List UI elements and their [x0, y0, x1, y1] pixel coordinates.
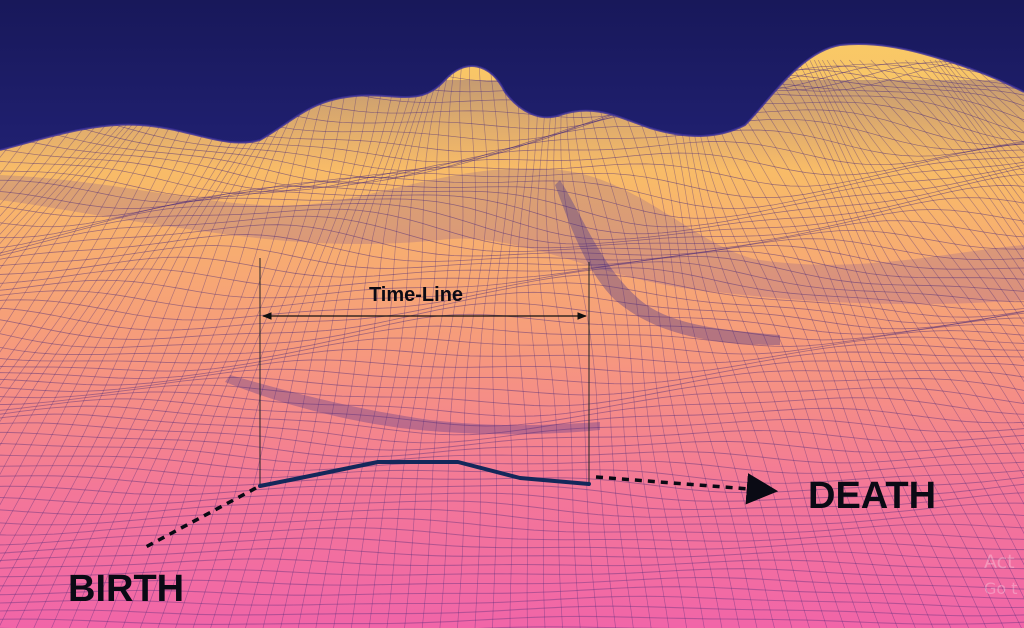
mesh-horizontal-line	[0, 378, 1024, 407]
mesh-horizontal-line	[0, 215, 1024, 256]
mesh-horizontal-line	[0, 626, 1024, 628]
mesh-horizontal-line	[0, 537, 1024, 555]
mesh-horizontal-line	[0, 291, 1024, 331]
mesh-horizontal-line	[0, 397, 1024, 427]
timeline-label: Time-Line	[369, 284, 463, 306]
mesh-horizontal-line	[0, 558, 1024, 570]
mesh-horizontal-line	[0, 255, 1024, 293]
mesh-horizontal-line	[0, 413, 1024, 444]
mesh-horizontal-line	[0, 431, 1024, 458]
mesh-horizontal-line	[0, 517, 1024, 536]
mesh-horizontal-line	[0, 500, 1024, 518]
mesh-horizontal-line	[0, 547, 1024, 562]
life-path-line	[258, 460, 591, 488]
mesh-horizontal-line	[0, 197, 1024, 240]
mesh-horizontal-line	[0, 491, 1024, 510]
mesh-horizontal-line	[0, 282, 1024, 324]
mesh-horizontal-line	[0, 442, 1024, 465]
mesh-horizontal-line	[0, 454, 1024, 474]
mesh-horizontal-line	[0, 369, 1024, 396]
mesh-horizontal-line	[0, 203, 1024, 245]
watermark-line-2: Go t	[984, 579, 1018, 598]
mesh-horizontal-line	[0, 422, 1024, 451]
death-label: DEATH	[808, 475, 936, 517]
mesh-horizontal-line	[0, 586, 1024, 600]
mesh-horizontal-line	[0, 208, 1024, 250]
mesh-horizontal-line	[0, 325, 1024, 356]
watermark-line-1: Act	[984, 551, 1015, 573]
mesh-horizontal-line	[0, 343, 1024, 372]
mesh-horizontal-line	[0, 405, 1024, 436]
ridge-outline	[0, 43, 1024, 151]
mesh-horizontal-line	[0, 483, 1024, 502]
mesh-horizontal-line	[0, 475, 1024, 494]
mesh-horizontal-line	[0, 465, 1024, 484]
birth-label: BIRTH	[68, 568, 184, 610]
mesh-horizontal-line	[0, 245, 1024, 280]
mesh-horizontal-line	[0, 508, 1024, 526]
mesh-horizontal-line	[0, 595, 1024, 609]
mesh-horizontal-line	[0, 605, 1024, 617]
mesh-horizontal-line	[0, 527, 1024, 546]
mesh-horizontal-line	[0, 336, 1024, 364]
birth-connector	[141, 486, 257, 551]
mesh-horizontal-line	[0, 224, 1024, 261]
mesh-horizontal-line	[0, 267, 1024, 311]
mesh-horizontal-line	[0, 160, 1024, 198]
mesh-horizontal-line	[0, 387, 1024, 417]
mesh-horizontal-line	[0, 576, 1024, 590]
mesh-horizontal-line	[0, 163, 1024, 209]
mesh-horizontal-line	[0, 302, 1024, 340]
mesh-horizontal-line	[0, 615, 1024, 625]
mesh-horizontal-line	[0, 360, 1024, 386]
mesh-horizontal-line	[0, 261, 1024, 303]
mesh-horizontal-line	[0, 568, 1024, 580]
mesh-horizontal-line	[0, 274, 1024, 318]
mesh-horizontal-line	[0, 166, 1024, 219]
mesh-horizontal-line	[0, 234, 1024, 270]
mesh-horizontal-line	[0, 351, 1024, 379]
death-arrow	[595, 473, 779, 505]
